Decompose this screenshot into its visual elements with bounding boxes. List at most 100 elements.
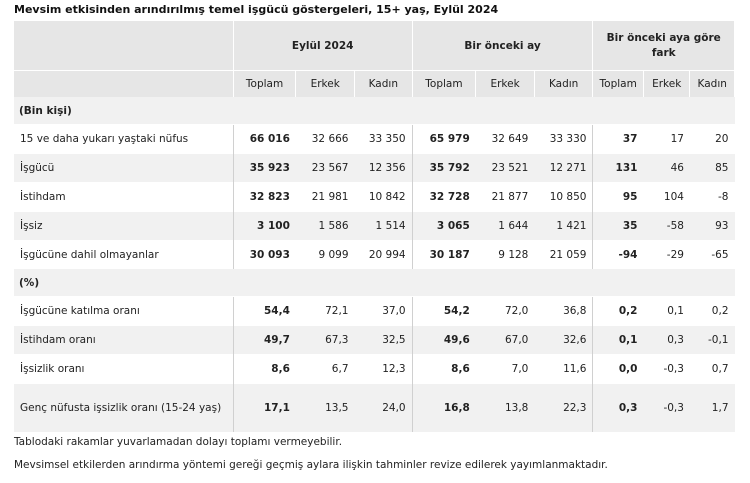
value-cell: 0,3 (592, 383, 644, 432)
corner-cell (14, 21, 234, 71)
value-cell: 13,8 (475, 383, 535, 432)
value-cell: -0,3 (643, 383, 690, 432)
value-cell: 54,2 (411, 296, 476, 326)
value-cell: 1,7 (689, 383, 735, 432)
value-cell: 0,0 (592, 354, 644, 384)
value-cell: 66 016 (232, 124, 296, 154)
value-cell: 23 521 (475, 153, 535, 183)
table-row: İstihdam 32 823 21 981 10 842 32 728 21 877 10… (14, 182, 735, 212)
group-header-previous: Bir önceki ay (412, 21, 594, 71)
corner-cell-lower (14, 70, 234, 97)
value-cell: 33 350 (354, 124, 413, 154)
row-label: Genç nüfusta işsizlik oranı (15-24 yaş) (14, 383, 234, 432)
value-cell: 6,7 (295, 354, 355, 384)
value-cell: 32 649 (475, 124, 535, 154)
subheader-male: Erkek (475, 70, 535, 97)
value-cell: 0,2 (689, 296, 735, 326)
value-cell: 12 271 (534, 153, 593, 183)
value-cell: 21 981 (295, 182, 355, 212)
value-cell: 1 586 (295, 211, 355, 241)
table-row: İşgücüne katılma oranı 54,4 72,1 37,0 54,2 72… (14, 296, 735, 326)
subheader-total: Toplam (233, 70, 297, 97)
value-cell: 24,0 (354, 383, 413, 432)
value-cell: 32 666 (295, 124, 355, 154)
value-cell: 21 059 (534, 240, 593, 269)
value-cell: 11,6 (534, 354, 593, 384)
section-label: (%) (14, 269, 735, 297)
row-label: İstihdam (14, 182, 234, 212)
section-row: (Bin kişi) (14, 97, 735, 125)
table-row: İşgücüne dahil olmayanlar 30 093 9 099 20 9… (14, 240, 735, 269)
value-cell: -0,3 (643, 354, 690, 384)
value-cell: 0,1 (643, 296, 690, 326)
value-cell: 49,6 (411, 325, 476, 355)
value-cell: 37 (592, 124, 644, 154)
value-cell: 21 877 (475, 182, 535, 212)
table-row: 15 ve daha yukarı yaştaki nüfus 66 016 32 … (14, 124, 735, 154)
row-label: İşgücüne katılma oranı (14, 296, 234, 326)
value-cell: 30 093 (232, 240, 296, 269)
value-cell: 23 567 (295, 153, 355, 183)
table-body: (Bin kişi) 15 ve daha yukarı yaştaki nüf… (14, 97, 735, 432)
value-cell: 67,0 (475, 325, 535, 355)
value-cell: 17 (643, 124, 690, 154)
labour-statistics-table: Eylül 2024 Bir önceki ay Bir önceki aya … (14, 21, 735, 432)
value-cell: 54,4 (232, 296, 296, 326)
value-cell: -29 (643, 240, 690, 269)
subheader-female: Kadın (354, 70, 413, 97)
value-cell: 9 099 (295, 240, 355, 269)
value-cell: -0,1 (689, 325, 735, 355)
value-cell: 46 (643, 153, 690, 183)
value-cell: 32,5 (354, 325, 413, 355)
value-cell: 67,3 (295, 325, 355, 355)
value-cell: 32 728 (411, 182, 476, 212)
value-cell: 10 842 (354, 182, 413, 212)
value-cell: 12,3 (354, 354, 413, 384)
value-cell: 33 330 (534, 124, 593, 154)
value-cell: -8 (689, 182, 735, 212)
value-cell: 0,3 (643, 325, 690, 355)
value-cell: 8,6 (232, 354, 296, 384)
section-row: (%) (14, 269, 735, 297)
value-cell: 0,2 (592, 296, 644, 326)
value-cell: 3 065 (411, 211, 476, 241)
value-cell: 1 514 (354, 211, 413, 241)
subheader-female: Kadın (689, 70, 735, 97)
table-row: Genç nüfusta işsizlik oranı (15-24 yaş) 1… (14, 383, 735, 432)
value-cell: 35 923 (232, 153, 296, 183)
value-cell: 131 (592, 153, 644, 183)
value-cell: 0,1 (592, 325, 644, 355)
value-cell: 72,1 (295, 296, 355, 326)
value-cell: 32,6 (534, 325, 593, 355)
value-cell: 93 (689, 211, 735, 241)
subheader-female: Kadın (534, 70, 594, 97)
value-cell: -65 (689, 240, 735, 269)
value-cell: 0,7 (689, 354, 735, 384)
row-label: İstihdam oranı (14, 325, 234, 355)
value-cell: 65 979 (411, 124, 476, 154)
value-cell: 10 850 (534, 182, 593, 212)
group-header-difference: Bir önceki aya göre fark (592, 21, 735, 71)
value-cell: 22,3 (534, 383, 593, 432)
value-cell: 8,6 (411, 354, 476, 384)
footnote: Tablodaki rakamlar yuvarlamadan dolayı t… (14, 436, 343, 448)
value-cell: 85 (689, 153, 735, 183)
value-cell: 16,8 (411, 383, 476, 432)
value-cell: 37,0 (354, 296, 413, 326)
subheader-total: Toplam (412, 70, 477, 97)
subheader-total: Toplam (592, 70, 644, 97)
subheader-male: Erkek (295, 70, 355, 97)
value-cell: 7,0 (475, 354, 535, 384)
table-title: Mevsim etkisinden arındırılmış temel işg… (14, 3, 499, 16)
row-label: 15 ve daha yukarı yaştaki nüfus (14, 124, 234, 154)
row-label: İşsiz (14, 211, 234, 241)
value-cell: 49,7 (232, 325, 296, 355)
value-cell: 95 (592, 182, 644, 212)
footnote: Mevsimsel etkilerden arındırma yöntemi g… (14, 459, 608, 471)
value-cell: 12 356 (354, 153, 413, 183)
table-row: İşgücü 35 923 23 567 12 356 35 792 23 521 12 2… (14, 153, 735, 183)
section-label: (Bin kişi) (14, 97, 735, 125)
subheader-row: Toplam Erkek Kadın Toplam Erkek Kadın To… (14, 70, 735, 97)
row-label: İşgücüne dahil olmayanlar (14, 240, 234, 269)
